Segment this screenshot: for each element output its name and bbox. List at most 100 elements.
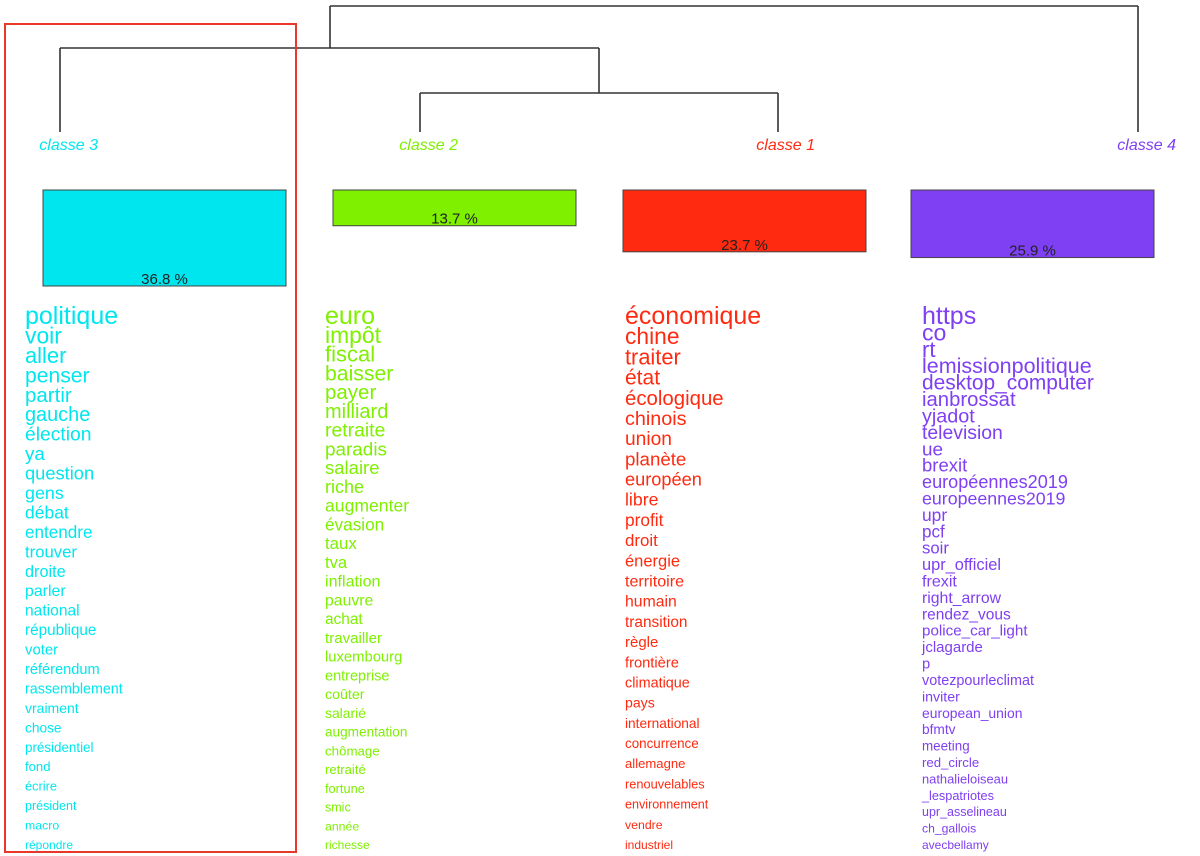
class-word: énergie: [625, 552, 680, 570]
class-word: macro: [25, 819, 59, 833]
class-word-list: euroimpôtfiscalbaisserpayermilliardretra…: [325, 302, 409, 852]
class-word: renouvelables: [625, 776, 705, 791]
class-word: allemagne: [625, 756, 685, 771]
class-word: retraite: [325, 420, 385, 442]
class-word: traiter: [625, 344, 681, 369]
class-word: ch_gallois: [922, 822, 976, 836]
class-word: pays: [625, 695, 655, 711]
class-word: smic: [325, 801, 351, 815]
class-word: entreprise: [325, 668, 389, 684]
class-word: coûter: [325, 687, 365, 703]
class-label: classe 4: [1117, 137, 1176, 154]
class-word-list: économiquechinetraiterétatécologiquechin…: [625, 302, 761, 852]
class-word: économique: [625, 302, 761, 330]
class-word: vendre: [625, 818, 663, 832]
class-word: pcf: [922, 522, 945, 541]
class-word: ya: [25, 443, 45, 464]
class-word: fiscal: [325, 342, 375, 367]
class-word-lists: politiquevoirallerpenserpartirgaucheélec…: [25, 302, 1094, 852]
class-word: brexit: [922, 455, 967, 476]
class-word: politique: [25, 302, 118, 330]
class-word: lemissionpolitique: [922, 354, 1092, 378]
class-word: upr_officiel: [922, 556, 1001, 574]
class-word: planète: [625, 448, 686, 469]
class-word: https: [922, 302, 976, 330]
class-word: international: [625, 716, 700, 731]
class-word: règle: [625, 634, 658, 651]
class-word: tva: [325, 554, 348, 572]
class-word: television: [922, 422, 1003, 444]
class-percent-label: 25.9 %: [1009, 243, 1056, 260]
highlight-frame: [4, 23, 297, 853]
class-word: frontière: [625, 655, 679, 671]
class-label: classe 2: [399, 137, 458, 154]
class-word: débat: [25, 502, 69, 522]
class-word: entendre: [25, 523, 92, 542]
class-word: humain: [625, 594, 677, 611]
class-word: augmentation: [325, 725, 407, 740]
class-word: co: [922, 319, 946, 345]
class-word: état: [625, 367, 660, 390]
class-word: nathalieloiseau: [922, 771, 1008, 786]
class-word: union: [625, 429, 672, 450]
class-word: transition: [625, 614, 687, 631]
class-word: voir: [25, 322, 62, 348]
class-word: rendez_vous: [922, 606, 1011, 623]
class-word-list: httpscortlemissionpolitiquedesktop_compu…: [921, 302, 1094, 852]
class-percent-label: 13.7 %: [431, 211, 478, 228]
dendrogram-tree: [59, 5, 1139, 132]
class-word: retraité: [325, 762, 366, 777]
class-word: soir: [922, 539, 949, 558]
class-word: européen: [625, 470, 702, 490]
class-word: république: [25, 622, 96, 639]
class-labels: classe 3 classe 2 classe 1 classe 4: [39, 137, 1176, 154]
class-word: european_union: [922, 705, 1022, 721]
class-word: évasion: [325, 514, 384, 534]
class-word: upr: [922, 505, 947, 525]
class-word: partir: [25, 384, 72, 407]
class-percent-bar: [332, 189, 577, 227]
class-word: climatique: [625, 675, 690, 691]
class-word: rassemblement: [25, 681, 123, 697]
class-word: right_arrow: [922, 590, 1002, 607]
class-word: paradis: [325, 439, 387, 460]
class-word: votezpourleclimat: [922, 673, 1034, 689]
class-word: penser: [25, 364, 90, 387]
class-word: droit: [625, 531, 658, 550]
class-word: voter: [25, 643, 58, 659]
class-word: fortune: [325, 781, 365, 796]
class-word: national: [25, 603, 80, 620]
class-word: chose: [25, 720, 62, 735]
class-percentage-bars: 36.8 % 13.7 % 23.7 % 25.9 %: [42, 189, 1155, 288]
class-word: ue: [922, 439, 943, 460]
class-word: travailler: [325, 630, 382, 647]
class-word: européennes2019: [922, 472, 1068, 492]
class-word: riche: [325, 477, 364, 497]
class-word: gauche: [25, 404, 90, 426]
class-word: chine: [625, 323, 680, 349]
class-word: présidentiel: [25, 740, 94, 755]
class-label: classe 1: [756, 137, 815, 154]
class-word: _lespatriotes: [921, 789, 994, 803]
class-percent-label: 23.7 %: [721, 237, 768, 254]
class-word: profit: [625, 510, 664, 530]
class-label: classe 3: [39, 137, 98, 154]
class-word: avecbellamy: [922, 838, 989, 852]
class-word: chinois: [625, 408, 687, 430]
class-word: trouver: [25, 542, 77, 561]
class-word: chômage: [325, 743, 380, 758]
class-word: baisser: [325, 362, 393, 385]
class-word: parler: [25, 583, 66, 600]
class-word: bfmtv: [922, 722, 956, 737]
class-word: yjadot: [922, 405, 975, 427]
class-word: luxembourg: [325, 650, 402, 666]
class-word: question: [25, 463, 94, 484]
class-word: payer: [325, 381, 376, 404]
class-word: euro: [325, 302, 375, 330]
class-word: droite: [25, 563, 66, 581]
class-word: impôt: [325, 322, 382, 348]
class-percent-bar: [622, 189, 867, 253]
class-word: police_car_light: [922, 623, 1028, 640]
class-word: industriel: [625, 838, 673, 852]
